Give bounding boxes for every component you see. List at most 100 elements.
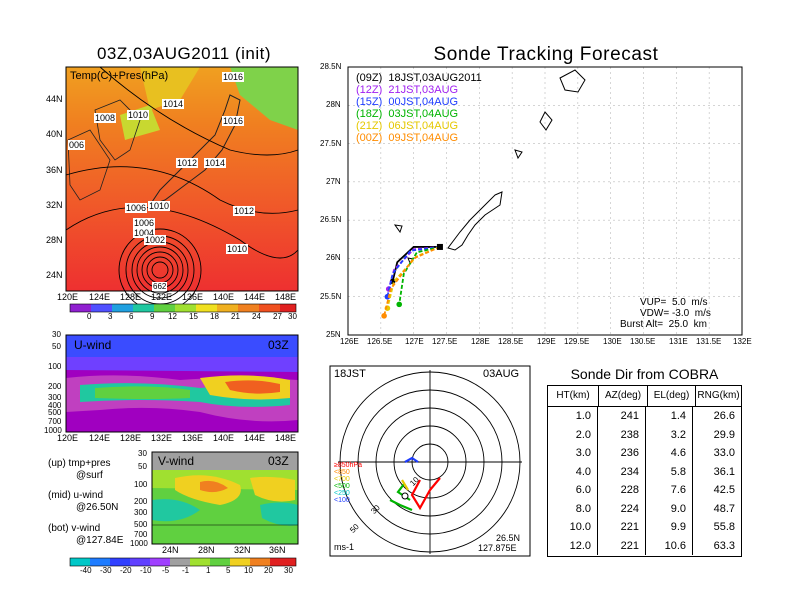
table-header: RNG(km): [697, 390, 740, 401]
uwind-xtick: 128E: [120, 433, 142, 443]
vwind-ytick: 500: [134, 520, 148, 529]
track-lat-tick: 25.5N: [320, 292, 342, 301]
isobar-label: 1016: [222, 72, 245, 82]
polar-legend-item: <250: [334, 490, 350, 497]
track-lon-tick: 127.5E: [432, 337, 458, 346]
colorbar-label: 3: [108, 312, 113, 321]
polar-unit: ms-1: [334, 542, 354, 552]
vwind-colorbar-label: -30: [100, 566, 112, 575]
table-cell: 8.0: [548, 499, 598, 518]
vwind-time: 03Z: [268, 454, 289, 468]
track-lon-tick: 130.5E: [630, 337, 656, 346]
uwind-ytick: 700: [48, 417, 62, 426]
uwind-ytick: 200: [48, 382, 62, 391]
colorbar-label: 12: [168, 312, 177, 321]
vwind-xtick: 24N: [162, 545, 179, 555]
track-lon-tick: 127E: [405, 337, 424, 346]
track-lon-tick: 131.5E: [696, 337, 722, 346]
vwind-colorbar-label: -5: [162, 566, 170, 575]
isobar-label: 1008: [94, 113, 117, 123]
track-lon-tick: 131E: [669, 337, 688, 346]
vwind-xtick: 32N: [234, 545, 251, 555]
vwind-colorbar-label: -40: [80, 566, 92, 575]
uwind-ytick: 500: [48, 408, 62, 417]
lat-tick: 32N: [46, 200, 63, 210]
lat-tick: 28N: [46, 235, 63, 245]
table-row: 12.0 221 10.6 63.3: [548, 536, 741, 555]
table-cell: 63.3: [713, 539, 735, 552]
uwind-xtick: 136E: [182, 433, 204, 443]
uwind-xtick: 120E: [57, 433, 79, 443]
lon-tick: 140E: [213, 292, 235, 302]
vwind-ytick: 100: [134, 480, 148, 489]
isobar-label: 1010: [148, 201, 171, 211]
vwind-colorbar-label: -10: [140, 566, 152, 575]
table-row: 4.0 234 5.8 36.1: [548, 462, 741, 481]
track-legend-item: (15Z) 00JST,04AUG: [356, 96, 459, 108]
table-row: 10.0 221 9.9 55.8: [548, 518, 741, 537]
vwind-colorbar-label: 10: [244, 566, 253, 575]
table-cell: 7.6: [646, 481, 693, 500]
track-lat-tick: 25N: [326, 330, 341, 339]
track-endpoint: [396, 301, 403, 308]
table-row: 6.0 228 7.6 42.5: [548, 481, 741, 500]
isobar-label: 1004: [133, 228, 156, 238]
track-series-line: [383, 246, 441, 317]
table-row: 2.0 238 3.2 29.9: [548, 425, 741, 444]
table-cell: 55.8: [713, 521, 735, 533]
track-lon-tick: 126E: [340, 337, 359, 346]
table-cell: 1.4: [646, 407, 693, 426]
colorbar-label: 9: [150, 312, 155, 321]
isobar-label: 662: [152, 282, 168, 291]
track-param: VDW= -3.0 m/s: [640, 308, 711, 319]
track-legend-item: (18Z) 03JST,04AUG: [356, 108, 459, 120]
table-cell: 221: [598, 536, 646, 555]
colorbar-label: 27: [273, 312, 282, 321]
lon-tick: 120E: [57, 292, 79, 302]
table-cell: 5.8: [646, 462, 693, 481]
table-body: 1.0 241 1.4 26.6 2.0 238 3.2 29.9 3.0 236 4.6 33.0 4…: [548, 407, 741, 555]
table-cell: 36.1: [713, 465, 735, 478]
isobar-label: 1006: [133, 218, 156, 228]
vwind-ytick: 1000: [130, 539, 148, 548]
table-cell: 9.0: [646, 499, 693, 518]
track-lat-tick: 27.5N: [320, 139, 342, 148]
note-line: @127.84E: [76, 535, 124, 546]
isobar-label: 1006: [125, 203, 148, 213]
isobar-label: 1012: [176, 158, 199, 168]
vwind-ytick: 300: [134, 508, 148, 517]
isobar-label: 1002: [144, 235, 167, 245]
track-param: Burst Alt= 25.0 km: [620, 319, 707, 330]
table-cell: 3.2: [646, 425, 693, 444]
track-lon-tick: 126.5E: [367, 337, 393, 346]
table-cell: 29.9: [713, 428, 735, 441]
track-lon-tick: 130E: [603, 337, 622, 346]
isobar-label: 1014: [204, 158, 227, 168]
polar-legend-item: <100: [334, 497, 350, 504]
track-endpoint: [381, 313, 387, 319]
vwind-colorbar-label: -20: [120, 566, 132, 575]
track-lat-tick: 28N: [326, 100, 341, 109]
table-header: EL(deg): [648, 386, 696, 406]
isobar-label: 1010: [127, 110, 150, 120]
table-cell: 33.0: [713, 447, 735, 459]
track-param: VUP= 5.0 m/s: [640, 297, 708, 308]
track-legend-item: (12Z) 21JST,03AUG: [356, 84, 459, 96]
colorbar-label: 24: [252, 312, 261, 321]
table-title: Sonde Dir from COBRA: [570, 366, 719, 382]
uwind-xtick: 144E: [244, 433, 266, 443]
colorbar-label: 6: [129, 312, 134, 321]
table-cell: 10.6: [646, 536, 693, 555]
table-row: 1.0 241 1.4 26.6: [548, 407, 741, 426]
polar-legend-item: <700: [334, 476, 350, 483]
track-lat-tick: 27N: [326, 177, 341, 186]
isobar-label: 006: [68, 140, 86, 150]
isobar-label: 1010: [226, 244, 249, 254]
lat-tick: 24N: [46, 270, 63, 280]
table-cell: 2.0: [548, 425, 598, 444]
uwind-xtick: 124E: [89, 433, 111, 443]
